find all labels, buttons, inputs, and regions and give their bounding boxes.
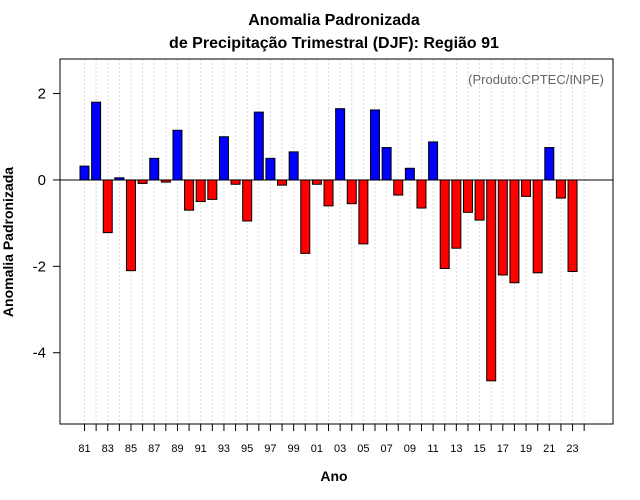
bars [79,101,578,382]
bar-82 [91,101,102,181]
chart-title-line1: Anomalia Padronizada [248,12,420,29]
x-tick-label: 99 [288,443,300,455]
y-axis-title: Anomalia Padronizada [0,167,16,317]
x-tick-label: 83 [102,443,114,455]
bar-01 [311,179,322,185]
bar-95 [242,179,253,222]
y-tick-label: -4 [33,345,46,362]
x-tick-label: 91 [195,443,207,455]
bar-15 [474,179,485,221]
bar-89 [172,129,183,181]
bar-00 [300,179,311,254]
bar-11 [428,141,439,181]
x-tick-label: 07 [380,443,392,455]
y-tick-label: 0 [38,172,46,189]
x-tick-label: 15 [473,443,485,455]
y-axis: 2 0 -2 -4 [33,86,60,362]
chart-title-line2: de Precipitação Trimestral (DJF): Região… [169,35,499,52]
plot-frame [59,58,614,425]
y-tick-label: 2 [38,86,46,103]
x-tick-label: 89 [171,443,183,455]
x-axis: 81 83 85 87 89 91 93 95 97 99 01 03 05 07 09 11 13 15 17 19… [78,424,585,455]
bar-19 [521,179,532,197]
x-tick-label: 87 [148,443,160,455]
x-tick-label: 97 [264,443,276,455]
bar-22 [555,179,566,199]
bar-92 [207,179,218,200]
x-tick-label: 13 [450,443,462,455]
bar-96 [253,111,264,181]
bar-02 [323,179,334,207]
bar-87 [149,157,160,181]
grid [84,59,585,424]
bar-09 [404,167,415,181]
x-tick-label: 01 [311,443,323,455]
bar-91 [195,179,206,203]
bar-99 [288,151,299,181]
bar-23 [567,179,578,273]
bar-07 [381,147,392,181]
x-tick-label: 81 [78,443,90,455]
x-tick-label: 95 [241,443,253,455]
bar-14 [462,179,473,213]
bar-94 [230,179,241,185]
bar-08 [393,179,404,196]
x-tick-label: 09 [404,443,416,455]
bar-10 [416,179,427,209]
bar-18 [509,179,520,284]
bar-81 [79,165,90,181]
bar-16 [486,179,497,382]
bar-93 [218,136,229,181]
bar-90 [184,179,195,211]
bar-12 [439,179,450,269]
x-axis-title: Ano [320,468,347,484]
x-tick-label: 23 [566,443,578,455]
bar-85 [125,179,136,272]
x-tick-label: 93 [218,443,230,455]
x-tick-label: 17 [497,443,509,455]
bar-83 [102,179,113,234]
x-tick-label: 05 [357,443,369,455]
x-tick-label: 85 [125,443,137,455]
bar-04 [346,179,357,205]
x-tick-label: 03 [334,443,346,455]
bar-17 [497,179,508,276]
bar-13 [451,179,462,249]
bar-21 [544,147,555,181]
bar-06 [370,109,380,181]
bar-98 [277,179,288,186]
x-tick-label: 11 [427,443,438,455]
credit-text: (Produto:CPTEC/INPE) [468,72,604,87]
x-tick-label: 19 [520,443,532,455]
y-tick-label: -2 [33,258,46,275]
bar-05 [358,179,369,245]
bar-20 [532,179,543,274]
x-tick-label: 21 [543,443,555,455]
bar-86 [137,179,148,184]
bar-97 [265,157,276,181]
bar-03 [335,108,346,181]
